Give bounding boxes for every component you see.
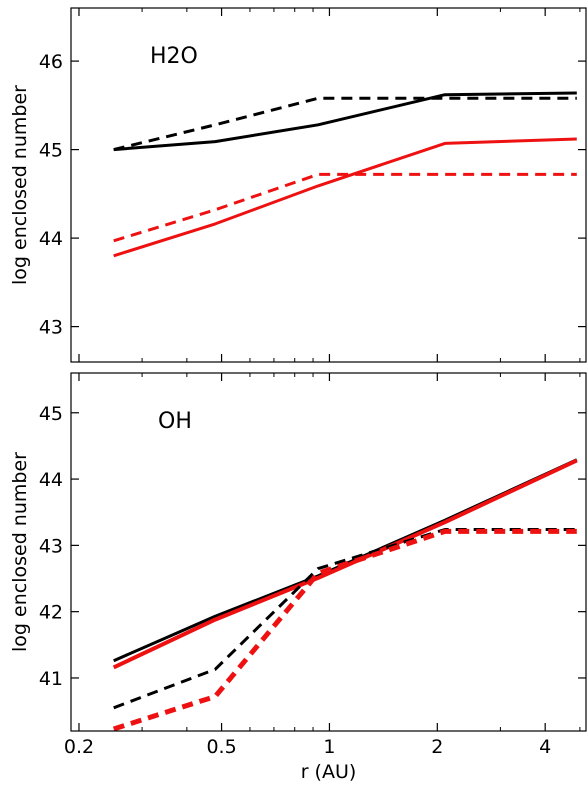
panel-title: OH xyxy=(158,409,192,434)
plot-frame xyxy=(70,7,587,363)
y-tick-label: 45 xyxy=(39,140,63,162)
series-line-red-dashed xyxy=(113,172,577,243)
series-line-black-dashed xyxy=(113,528,577,710)
y-axis-label: log enclosed number xyxy=(9,452,31,652)
y-tick-label: 41 xyxy=(39,668,63,690)
panel-oh: 41 42 43 44 45 0.2 0.5 1 2 4 OH log enclosed number… xyxy=(9,372,587,783)
x-tick-label: 1 xyxy=(323,736,335,758)
y-tick-label: 42 xyxy=(39,602,63,624)
panel-title: H2O xyxy=(150,44,198,69)
x-axis-label: r (AU) xyxy=(301,761,357,783)
y-tick-label: 44 xyxy=(39,469,63,491)
series-line-red-solid xyxy=(112,458,578,670)
x-tick-label: 0.5 xyxy=(206,736,236,758)
series-line-red-solid xyxy=(113,137,577,258)
series-line-black-dashed xyxy=(113,96,577,152)
y-tick-label: 44 xyxy=(39,228,63,250)
y-tick-label: 45 xyxy=(39,403,63,425)
x-tick-label: 0.2 xyxy=(64,736,94,758)
x-tick-label: 4 xyxy=(539,736,551,758)
plot-frame xyxy=(70,372,587,732)
y-axis-label: log enclosed number xyxy=(9,85,31,285)
y-tick-label: 43 xyxy=(39,317,63,339)
y-tick-label: 43 xyxy=(39,535,63,557)
x-tick-label: 2 xyxy=(431,736,443,758)
series-line-black-solid xyxy=(113,91,577,152)
panel-h2o: 43 44 45 46 H2O log enclosed number xyxy=(9,7,587,363)
y-tick-label: 46 xyxy=(39,51,63,73)
